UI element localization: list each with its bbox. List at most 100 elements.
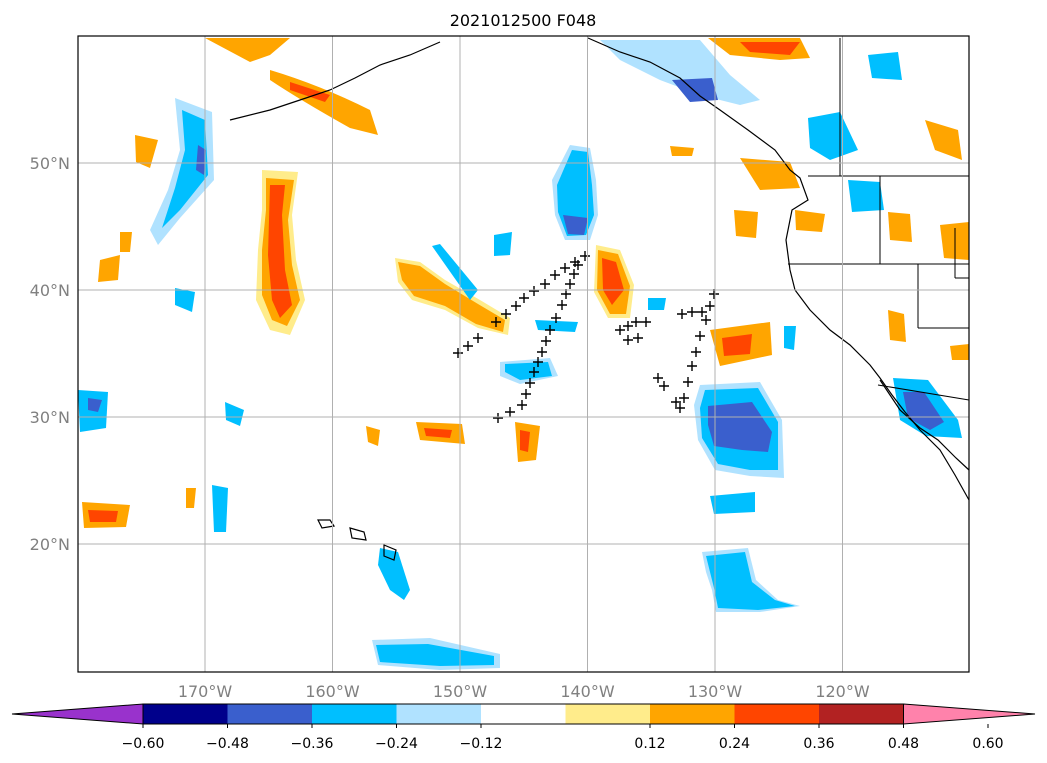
hawaii-islands: [317, 519, 397, 561]
positive-anomaly-area: [268, 185, 292, 318]
observation-marker: [641, 317, 651, 327]
positive-anomaly-area: [88, 510, 118, 522]
colorbar-tick-label: 0.24: [719, 736, 750, 752]
observation-marker: [653, 373, 663, 383]
political-borders: [788, 38, 970, 401]
positive-anomaly-area: [722, 334, 752, 356]
observation-marker: [505, 407, 515, 417]
anomaly-fields: [78, 38, 969, 670]
negative-anomaly-area: [710, 492, 755, 514]
positive-anomaly-area: [424, 428, 452, 438]
observation-marker: [525, 378, 535, 388]
positive-anomaly-area: [950, 344, 969, 360]
longitude-label: 120°W: [815, 682, 870, 701]
us-mexico-border: [877, 384, 970, 401]
positive-anomaly-area: [98, 255, 120, 282]
positive-anomaly-area: [925, 120, 962, 160]
observation-marker: [671, 397, 681, 407]
latitude-label: 30°N: [30, 408, 70, 427]
observation-marker: [701, 315, 711, 325]
positive-anomaly-area: [186, 488, 196, 508]
negative-anomaly-area: [903, 392, 944, 430]
positive-anomaly-area: [290, 82, 330, 102]
colorbar-segment: [312, 704, 397, 724]
negative-anomaly-area: [175, 288, 195, 312]
longitude-label: 140°W: [560, 682, 615, 701]
longitude-label: 160°W: [305, 682, 360, 701]
positive-anomaly-area: [602, 258, 624, 305]
map-frame: [77, 35, 970, 673]
observation-marker: [557, 300, 567, 310]
observation-marker: [501, 309, 511, 319]
colorbar-segment: [565, 704, 650, 724]
observation-marker: [691, 347, 701, 357]
longitude-labels: 170°W 160°W 150°W 140°W 130°W 120°W: [178, 682, 870, 701]
positive-anomaly-area: [120, 232, 132, 252]
colorbar-segment: [819, 704, 904, 724]
colorbar-tick-label: 0.36: [803, 736, 834, 752]
positive-anomaly-area: [888, 212, 912, 242]
colorbar-extend-min: [11, 703, 144, 725]
negative-anomaly-area: [378, 548, 410, 600]
observation-marker: [687, 361, 697, 371]
observation-marker: [550, 270, 560, 280]
negative-anomaly-area: [196, 145, 206, 175]
negative-anomaly-area: [505, 362, 552, 380]
colorbar-extend-max: [903, 703, 1036, 725]
observation-marker: [677, 309, 687, 319]
colorbar-segment: [396, 704, 481, 724]
negative-anomaly-area: [706, 552, 795, 610]
colorbar-segment: [143, 704, 228, 724]
colorbar-tick-label: −0.60: [122, 736, 165, 752]
observation-marker: [633, 333, 643, 343]
negative-anomaly-area: [672, 78, 718, 102]
observation-marker: [683, 377, 693, 387]
north-america-coastline: [587, 37, 970, 501]
negative-anomaly-area: [88, 398, 102, 412]
observation-marker: [491, 317, 501, 327]
positive-anomaly-area: [366, 426, 380, 446]
colorbar-segment: [650, 704, 735, 724]
observation-marker: [561, 289, 571, 299]
observation-marker: [565, 279, 575, 289]
baja-california-coastline: [879, 379, 970, 471]
colorbar-tick-label: 0.12: [634, 736, 665, 752]
negative-anomaly-area: [535, 320, 578, 332]
observation-marker: [541, 336, 551, 346]
observation-marker: [709, 289, 719, 299]
positive-anomaly-area: [205, 38, 290, 62]
colorbar-tick-label: −0.36: [291, 736, 334, 752]
observation-marker: [529, 286, 539, 296]
negative-anomaly-area: [494, 232, 512, 256]
negative-anomaly-area: [563, 215, 588, 235]
observation-marker: [695, 331, 705, 341]
colorbar-tick-label: −0.12: [460, 736, 503, 752]
negative-anomaly-area: [808, 112, 858, 160]
observation-marker: [545, 325, 555, 335]
observation-marker: [631, 317, 641, 327]
latitude-label: 50°N: [30, 154, 70, 173]
negative-anomaly-area: [784, 326, 796, 350]
alaska-peninsula-coastline: [229, 41, 441, 121]
colorbar-segment: [227, 704, 312, 724]
observation-marker: [679, 393, 689, 403]
colorbar-segment: [734, 704, 819, 724]
positive-anomaly-area: [740, 158, 800, 190]
negative-anomaly-area: [376, 644, 494, 666]
positive-anomaly-area: [795, 210, 825, 232]
observation-markers: [453, 251, 719, 423]
colorbar-tick-label: −0.24: [375, 736, 418, 752]
colorbar-tick-label: −0.48: [206, 736, 249, 752]
observation-marker: [537, 347, 547, 357]
colorbar-tick-label: 0.48: [888, 736, 919, 752]
positive-anomaly-area: [398, 262, 505, 332]
longitude-label: 130°W: [688, 682, 743, 701]
map-title: 2021012500 F048: [450, 11, 597, 30]
positive-anomaly-area: [670, 146, 694, 156]
observation-marker: [533, 357, 543, 367]
negative-anomaly-area: [600, 40, 760, 105]
positive-anomaly-area: [888, 310, 906, 342]
observation-marker: [675, 403, 685, 413]
observation-marker: [493, 413, 503, 423]
